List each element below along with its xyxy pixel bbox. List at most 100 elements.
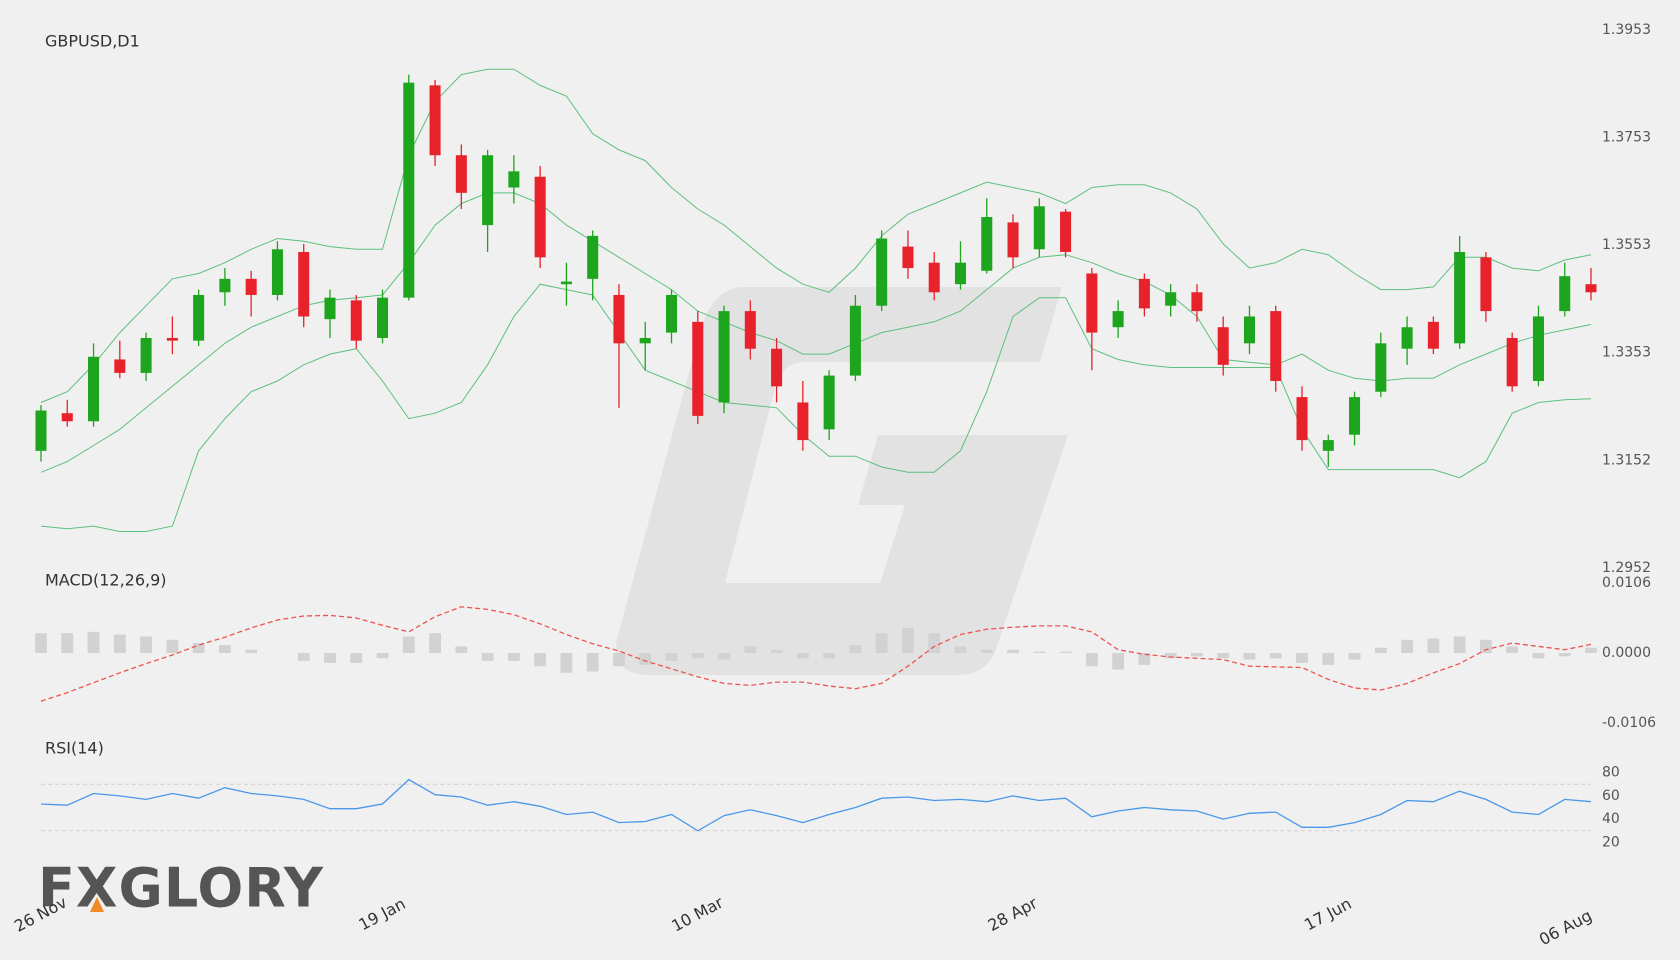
macd-histogram-bar [875, 633, 888, 653]
candle-body [1270, 311, 1282, 381]
candle-body [482, 155, 494, 226]
candle-body [1217, 327, 1229, 365]
candle-body [324, 297, 336, 320]
candle-body [876, 238, 888, 306]
y-tick-label: -0.0106 [1602, 715, 1656, 731]
candle-body [271, 249, 283, 295]
bollinger-lower [40, 283, 1592, 532]
macd-histogram-bar [1480, 639, 1492, 653]
rsi-line [40, 778, 1592, 832]
candle-body [88, 356, 100, 422]
macd-histogram-bar [455, 646, 468, 653]
candle-body [613, 294, 625, 344]
y-tick-label: 1.3553 [1602, 237, 1651, 253]
candle-body [1165, 292, 1177, 306]
y-tick-label: 1.3353 [1602, 344, 1651, 360]
bollinger-upper [40, 68, 1592, 403]
rsi-title: RSI(14) [45, 739, 104, 758]
macd-histogram-bar [849, 645, 862, 653]
macd-histogram-bar [954, 646, 967, 653]
candle-body [744, 311, 756, 349]
y-tick-label: 0.0106 [1602, 575, 1651, 591]
candle-body [403, 82, 415, 298]
candle-body [298, 251, 310, 317]
candle-body [692, 321, 704, 416]
macd-histogram-bar [586, 653, 599, 672]
candle-body [928, 262, 940, 293]
price-title: GBPUSD,D1 [45, 32, 140, 51]
candle-body [1349, 397, 1361, 435]
candle-body [35, 410, 47, 451]
macd-histogram-bar [796, 653, 809, 659]
y-tick-label: 80 [1602, 765, 1620, 781]
logo: FXGLORY [38, 857, 324, 920]
candle-body [1007, 222, 1019, 258]
macd-histogram-bar [1322, 653, 1335, 665]
macd-histogram-bar [1374, 647, 1387, 653]
candle-body [1138, 278, 1150, 309]
candle-body [429, 85, 441, 156]
candle-body [665, 294, 678, 333]
y-tick-label: 1.3953 [1602, 22, 1651, 38]
macd-histogram-bar [1427, 638, 1440, 653]
macd-histogram-bar [402, 636, 415, 653]
candle-body [1243, 316, 1255, 344]
macd-histogram-bar [507, 653, 520, 661]
macd-signal-line [40, 606, 1592, 702]
macd-histogram-bar [1296, 653, 1308, 663]
candle-body [1033, 206, 1045, 250]
y-tick-label: 40 [1602, 811, 1620, 827]
macd-histogram-bar [902, 627, 914, 653]
candle-body [377, 297, 389, 338]
macd-histogram-bar [1112, 653, 1125, 670]
candle-body [245, 278, 257, 295]
macd-histogram-bar [1007, 649, 1019, 653]
macd-histogram-bar [140, 636, 152, 653]
macd-histogram-bar [1164, 653, 1177, 659]
macd-histogram-bar [192, 643, 205, 653]
y-tick-label: 60 [1602, 788, 1620, 804]
macd-histogram-bar [1585, 647, 1597, 653]
candle-body [508, 171, 520, 188]
macd-title: MACD(12,26,9) [45, 571, 167, 590]
candle-body [455, 155, 467, 193]
macd-histogram-bar [613, 653, 625, 667]
candle-body [981, 217, 993, 271]
macd-histogram-bar [87, 631, 100, 653]
candle-body [350, 300, 362, 341]
y-tick-label: 1.3753 [1602, 129, 1651, 145]
macd-histogram-bar [1453, 636, 1466, 653]
macd-histogram-bar [1558, 653, 1571, 657]
candle-body [219, 278, 231, 293]
macd-histogram-bar [297, 653, 310, 661]
macd-histogram-bar [113, 634, 126, 653]
macd-histogram-bar [245, 649, 258, 653]
candle-body [1060, 211, 1072, 252]
macd-histogram-bar [324, 653, 336, 663]
macd-histogram-bar [61, 633, 74, 653]
candle-body [1322, 440, 1334, 451]
y-tick-label: 20 [1602, 834, 1620, 850]
candle-body [1559, 276, 1571, 312]
macd-histogram-bar [665, 653, 678, 661]
candle-body [1086, 273, 1098, 333]
candle-body [849, 305, 861, 376]
candle-body [1480, 257, 1492, 312]
macd-histogram-bar [560, 653, 573, 673]
macd-histogram-bar [1059, 651, 1072, 653]
candle-body [823, 375, 835, 430]
macd-histogram-bar [744, 646, 757, 653]
macd-histogram-bar [376, 653, 389, 659]
macd-histogram-bar [639, 653, 652, 665]
candle-body [902, 246, 914, 269]
macd-histogram-bar [1401, 639, 1414, 653]
macd-histogram-bar [1243, 653, 1256, 660]
candle-body [1401, 327, 1413, 349]
candle-body [61, 413, 73, 422]
macd-histogram-bar [823, 653, 836, 659]
candle-body [1375, 343, 1387, 392]
candle-body [1112, 311, 1124, 328]
